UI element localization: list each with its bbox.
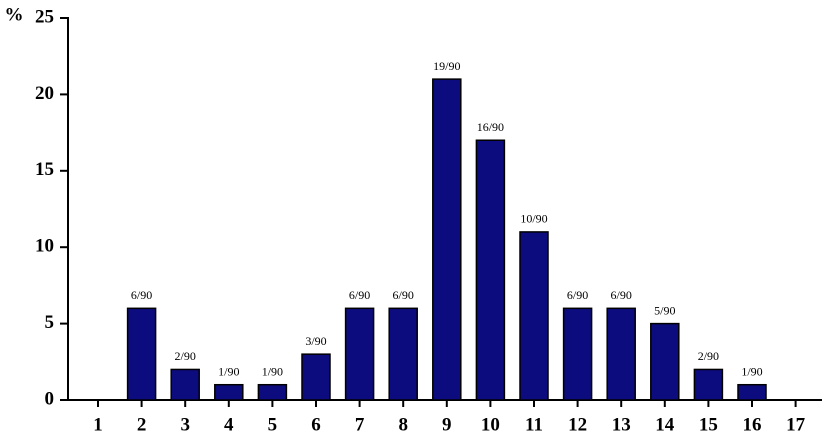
bar-annotation: 1/90 — [741, 364, 762, 378]
x-tick-label: 10 — [481, 414, 500, 435]
y-tick-label: 0 — [45, 388, 55, 409]
bar — [214, 383, 244, 401]
bar-annotation: 6/90 — [393, 288, 414, 302]
x-tick-label: 13 — [612, 414, 631, 435]
x-tick-label: 2 — [137, 414, 147, 435]
bar — [170, 368, 200, 401]
x-tick-label: 14 — [655, 414, 675, 435]
bar — [650, 322, 680, 401]
x-tick-label: 16 — [743, 414, 762, 435]
bar-annotation: 16/90 — [477, 120, 504, 134]
x-tick-label: 8 — [398, 414, 408, 435]
bar-annotation: 1/90 — [218, 364, 239, 378]
x-tick-label: 6 — [311, 414, 321, 435]
bar-annotation: 19/90 — [433, 59, 460, 73]
y-axis-label: % — [5, 4, 24, 25]
bar-annotation: 2/90 — [175, 349, 196, 363]
bar-annotation: 10/90 — [520, 212, 547, 226]
bar — [257, 383, 288, 401]
bar — [475, 139, 506, 401]
bar-annotation: 6/90 — [349, 288, 370, 302]
y-tick-label: 5 — [45, 312, 55, 333]
x-tick-label: 17 — [786, 414, 806, 435]
x-tick-label: 15 — [699, 414, 718, 435]
bar-annotation: 1/90 — [262, 364, 283, 378]
bar-annotation: 2/90 — [698, 349, 719, 363]
bar — [301, 353, 331, 401]
bar-annotation: 3/90 — [305, 334, 326, 348]
x-tick-label: 11 — [525, 414, 543, 435]
bar-annotation: 6/90 — [131, 288, 152, 302]
y-tick-label: 25 — [35, 6, 54, 27]
x-tick-label: 7 — [355, 414, 365, 435]
bar — [693, 368, 724, 401]
bar-annotation: 5/90 — [654, 303, 675, 317]
bar — [388, 307, 418, 401]
x-tick-label: 4 — [224, 414, 234, 435]
bar — [737, 383, 767, 401]
x-tick-label: 9 — [442, 414, 452, 435]
bar — [344, 307, 375, 401]
bar — [432, 78, 462, 401]
x-tick-label: 5 — [268, 414, 278, 435]
y-tick-label: 10 — [35, 236, 54, 257]
bar-annotation: 6/90 — [567, 288, 588, 302]
bar — [562, 307, 593, 401]
bar — [519, 231, 549, 401]
bar — [606, 307, 636, 401]
bar-annotation: 6/90 — [611, 288, 632, 302]
x-tick-label: 12 — [568, 414, 587, 435]
y-tick-label: 20 — [35, 83, 54, 104]
bar — [126, 307, 157, 401]
x-tick-label: 1 — [93, 414, 103, 435]
y-tick-label: 15 — [35, 159, 54, 180]
x-tick-label: 3 — [180, 414, 190, 435]
